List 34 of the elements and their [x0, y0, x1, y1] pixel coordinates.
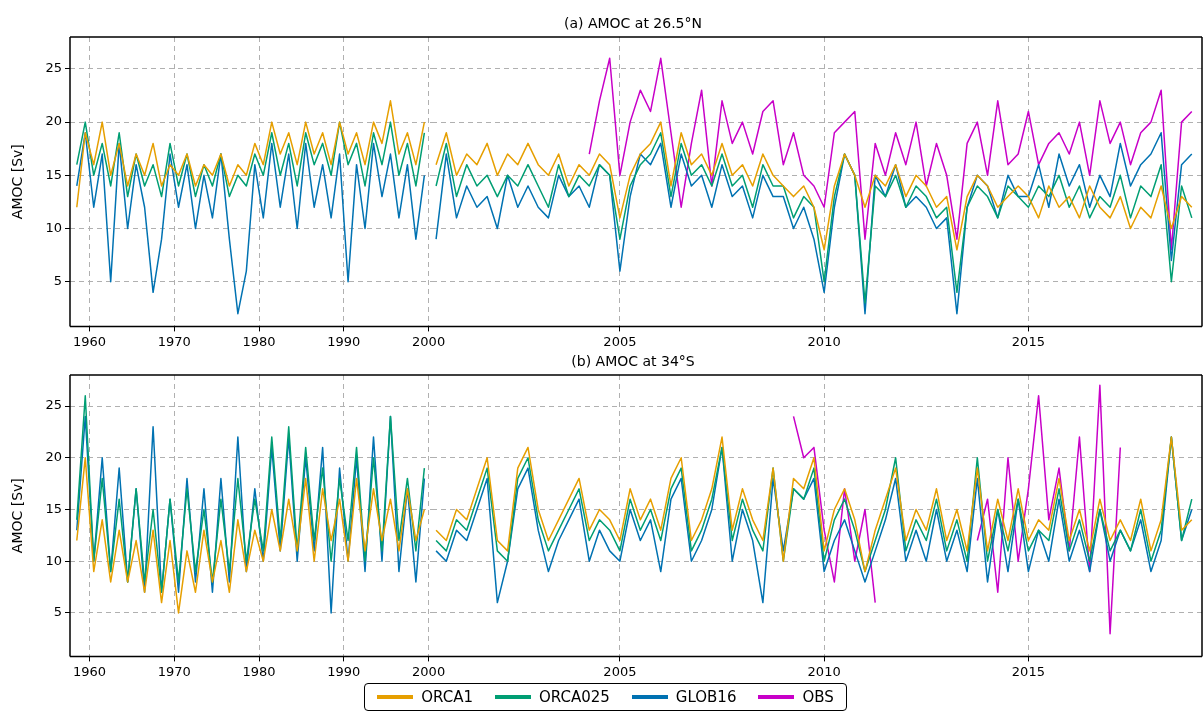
x-tick-label: 2015 — [1011, 333, 1045, 349]
chart-title: (a) AMOC at 26.5°N — [563, 15, 703, 31]
x-tick-label: 2000 — [412, 663, 446, 679]
x-tick-label: 1990 — [327, 333, 361, 349]
y-tick-label: 20 — [45, 113, 62, 129]
y-tick-label: 10 — [45, 219, 62, 235]
legend-label: ORCA025 — [538, 688, 610, 706]
y-tick-label: 25 — [45, 60, 62, 76]
y-tick-label: 5 — [53, 273, 62, 289]
x-tick-label: 1990 — [327, 663, 361, 679]
x-tick-label: 1980 — [242, 663, 276, 679]
y-tick-label: 15 — [45, 166, 62, 182]
x-tick-label: 2005 — [603, 663, 637, 679]
x-tick-label: 2015 — [1011, 663, 1045, 679]
y-tick-label: 20 — [45, 449, 62, 465]
legend-label: OBS — [802, 688, 834, 706]
x-tick-label: 1970 — [157, 333, 191, 349]
x-tick-label: 2010 — [807, 663, 841, 679]
y-tick-label: 5 — [53, 604, 62, 620]
y-tick-label: 10 — [45, 552, 62, 568]
legend-label: GLOB16 — [675, 688, 737, 706]
y-tick-label: 25 — [45, 397, 62, 413]
x-tick-label: 2000 — [412, 333, 446, 349]
x-tick-label: 2005 — [603, 333, 637, 349]
x-tick-label: 2010 — [807, 333, 841, 349]
x-tick-label: 1980 — [242, 333, 276, 349]
y-axis-title: AMOC [Sv] — [9, 478, 26, 554]
x-tick-label: 1960 — [72, 663, 107, 679]
x-tick-label: 1960 — [72, 333, 107, 349]
legend-label: ORCA1 — [421, 688, 473, 706]
y-tick-label: 15 — [45, 500, 62, 516]
chart-title: (b) AMOC at 34°S — [570, 353, 696, 369]
x-tick-label: 1970 — [157, 663, 191, 679]
y-axis-title: AMOC [Sv] — [9, 144, 26, 220]
